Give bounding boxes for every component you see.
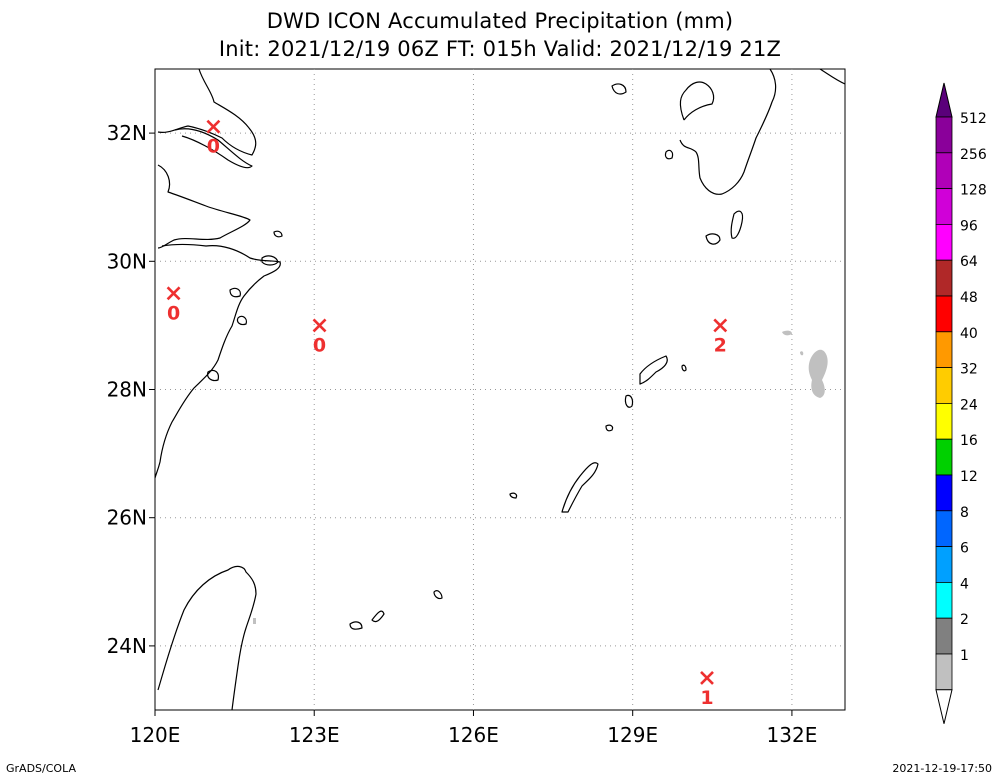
lon-tick-label: 123E	[289, 723, 340, 747]
lon-tick-label: 120E	[130, 723, 181, 747]
station-x-icon	[700, 671, 714, 685]
station-value: 0	[207, 136, 220, 158]
colorbar-label: 2	[960, 612, 969, 628]
station-x-icon	[206, 119, 221, 134]
amami-oshima-island	[639, 355, 668, 385]
colorbar-swatch	[935, 653, 953, 691]
colorbar-swatch	[935, 188, 953, 225]
colorbar-label: 4	[960, 576, 969, 592]
okinoerabu-island	[605, 424, 614, 432]
koshiki-island	[664, 149, 674, 160]
map-subtitle: Init: 2021/12/19 06Z FT: 015h Valid: 202…	[218, 37, 782, 61]
precip-area-dot	[800, 351, 804, 356]
zhoushan-islands	[261, 255, 279, 266]
kyushu-west	[679, 81, 715, 121]
station-marker: 0	[206, 119, 221, 158]
china-coast-hangzhou	[157, 164, 251, 249]
colorbar-swatch	[935, 474, 953, 512]
iriomote-island	[349, 621, 363, 630]
goto-islands	[611, 83, 627, 95]
precip-area-taiwan	[253, 618, 256, 624]
miyako-island	[433, 590, 443, 600]
colorbar-label: 32	[960, 362, 978, 378]
colorbar-label: 64	[960, 254, 978, 270]
kume-island	[509, 492, 518, 499]
colorbar-label: 8	[960, 505, 969, 521]
colorbar-swatch	[935, 295, 953, 333]
station-x-icon	[713, 318, 728, 333]
colorbar-label: 48	[960, 290, 978, 306]
colorbar-label: 40	[960, 326, 978, 342]
zhejiang-islet-2	[236, 315, 247, 326]
ishigaki-island	[371, 610, 385, 623]
colorbar-top-arrow	[935, 82, 953, 118]
station-markers: 0 0 0 2 1	[166, 119, 728, 709]
render-timestamp: 2021-12-19-17:50	[892, 762, 992, 775]
colorbar-swatch	[935, 116, 953, 154]
graticule: 120E 123E 126E 129E 132E 32N 30N 28N 26N 24N	[107, 69, 845, 747]
station-marker: 0	[166, 286, 181, 324]
lat-tick-label: 26N	[107, 506, 147, 530]
station-value: 0	[167, 302, 180, 324]
colorbar-swatch	[935, 367, 953, 404]
kikai-island	[681, 364, 687, 372]
colorbar-label: 6	[960, 541, 969, 557]
coastlines	[154, 68, 846, 711]
colorbar-swatch	[935, 152, 953, 190]
colorbar-label: 24	[960, 397, 978, 413]
colorbar-label: 96	[960, 218, 978, 234]
software-credit: GrADS/COLA	[6, 762, 76, 775]
zhejiang-islet-4	[273, 230, 283, 238]
colorbar-swatch	[935, 510, 953, 547]
lat-tick-label: 32N	[107, 121, 147, 145]
precip-area-small	[782, 330, 792, 336]
colorbar-swatch	[935, 546, 953, 583]
precip-shading	[253, 330, 828, 624]
tokunoshima-island	[624, 394, 634, 408]
colorbar-label: 12	[960, 469, 978, 485]
station-x-icon	[166, 286, 181, 301]
china-coast-zhejiang	[154, 243, 281, 479]
colorbar-label: 1	[960, 648, 969, 664]
colorbar-swatch	[935, 402, 953, 440]
china-coast-north	[157, 68, 257, 156]
colorbar-swatch	[935, 438, 953, 476]
station-value: 2	[714, 334, 727, 356]
tanegashima-island	[730, 210, 744, 239]
station-marker: 1	[700, 671, 714, 709]
colorbar-bottom-arrow	[935, 689, 953, 724]
colorbar-swatch	[935, 582, 953, 619]
yakushima-island	[705, 233, 721, 245]
lat-tick-label: 28N	[107, 378, 147, 402]
colorbar-swatch	[935, 617, 953, 655]
station-value: 1	[700, 687, 713, 709]
okinawa-island	[561, 462, 599, 513]
colorbar-label: 128	[960, 183, 987, 199]
lat-tick-label: 24N	[107, 634, 147, 658]
colorbar-label: 512	[960, 111, 987, 127]
lon-tick-label: 129E	[607, 723, 658, 747]
zhejiang-islet-3	[207, 369, 219, 382]
precip-area-ne	[808, 349, 828, 398]
taiwan-island	[157, 565, 257, 711]
zhejiang-islet-1	[229, 287, 241, 298]
colorbar-label: 16	[960, 433, 978, 449]
yangtze-estuary	[174, 128, 253, 169]
map-title: DWD ICON Accumulated Precipitation (mm)	[266, 9, 734, 33]
lon-tick-label: 126E	[448, 723, 499, 747]
japan-east-coast	[819, 68, 846, 85]
kyushu-coast	[679, 68, 777, 195]
colorbar-swatch	[935, 331, 953, 368]
station-marker: 2	[713, 318, 728, 356]
colorbar-label: 256	[960, 147, 987, 163]
station-x-icon	[312, 318, 327, 333]
lat-tick-label: 30N	[107, 249, 147, 273]
station-marker: 0	[312, 318, 327, 356]
colorbar-swatch	[935, 259, 953, 297]
colorbar-swatch	[935, 223, 953, 261]
lon-tick-label: 132E	[767, 723, 818, 747]
station-value: 0	[313, 334, 326, 356]
